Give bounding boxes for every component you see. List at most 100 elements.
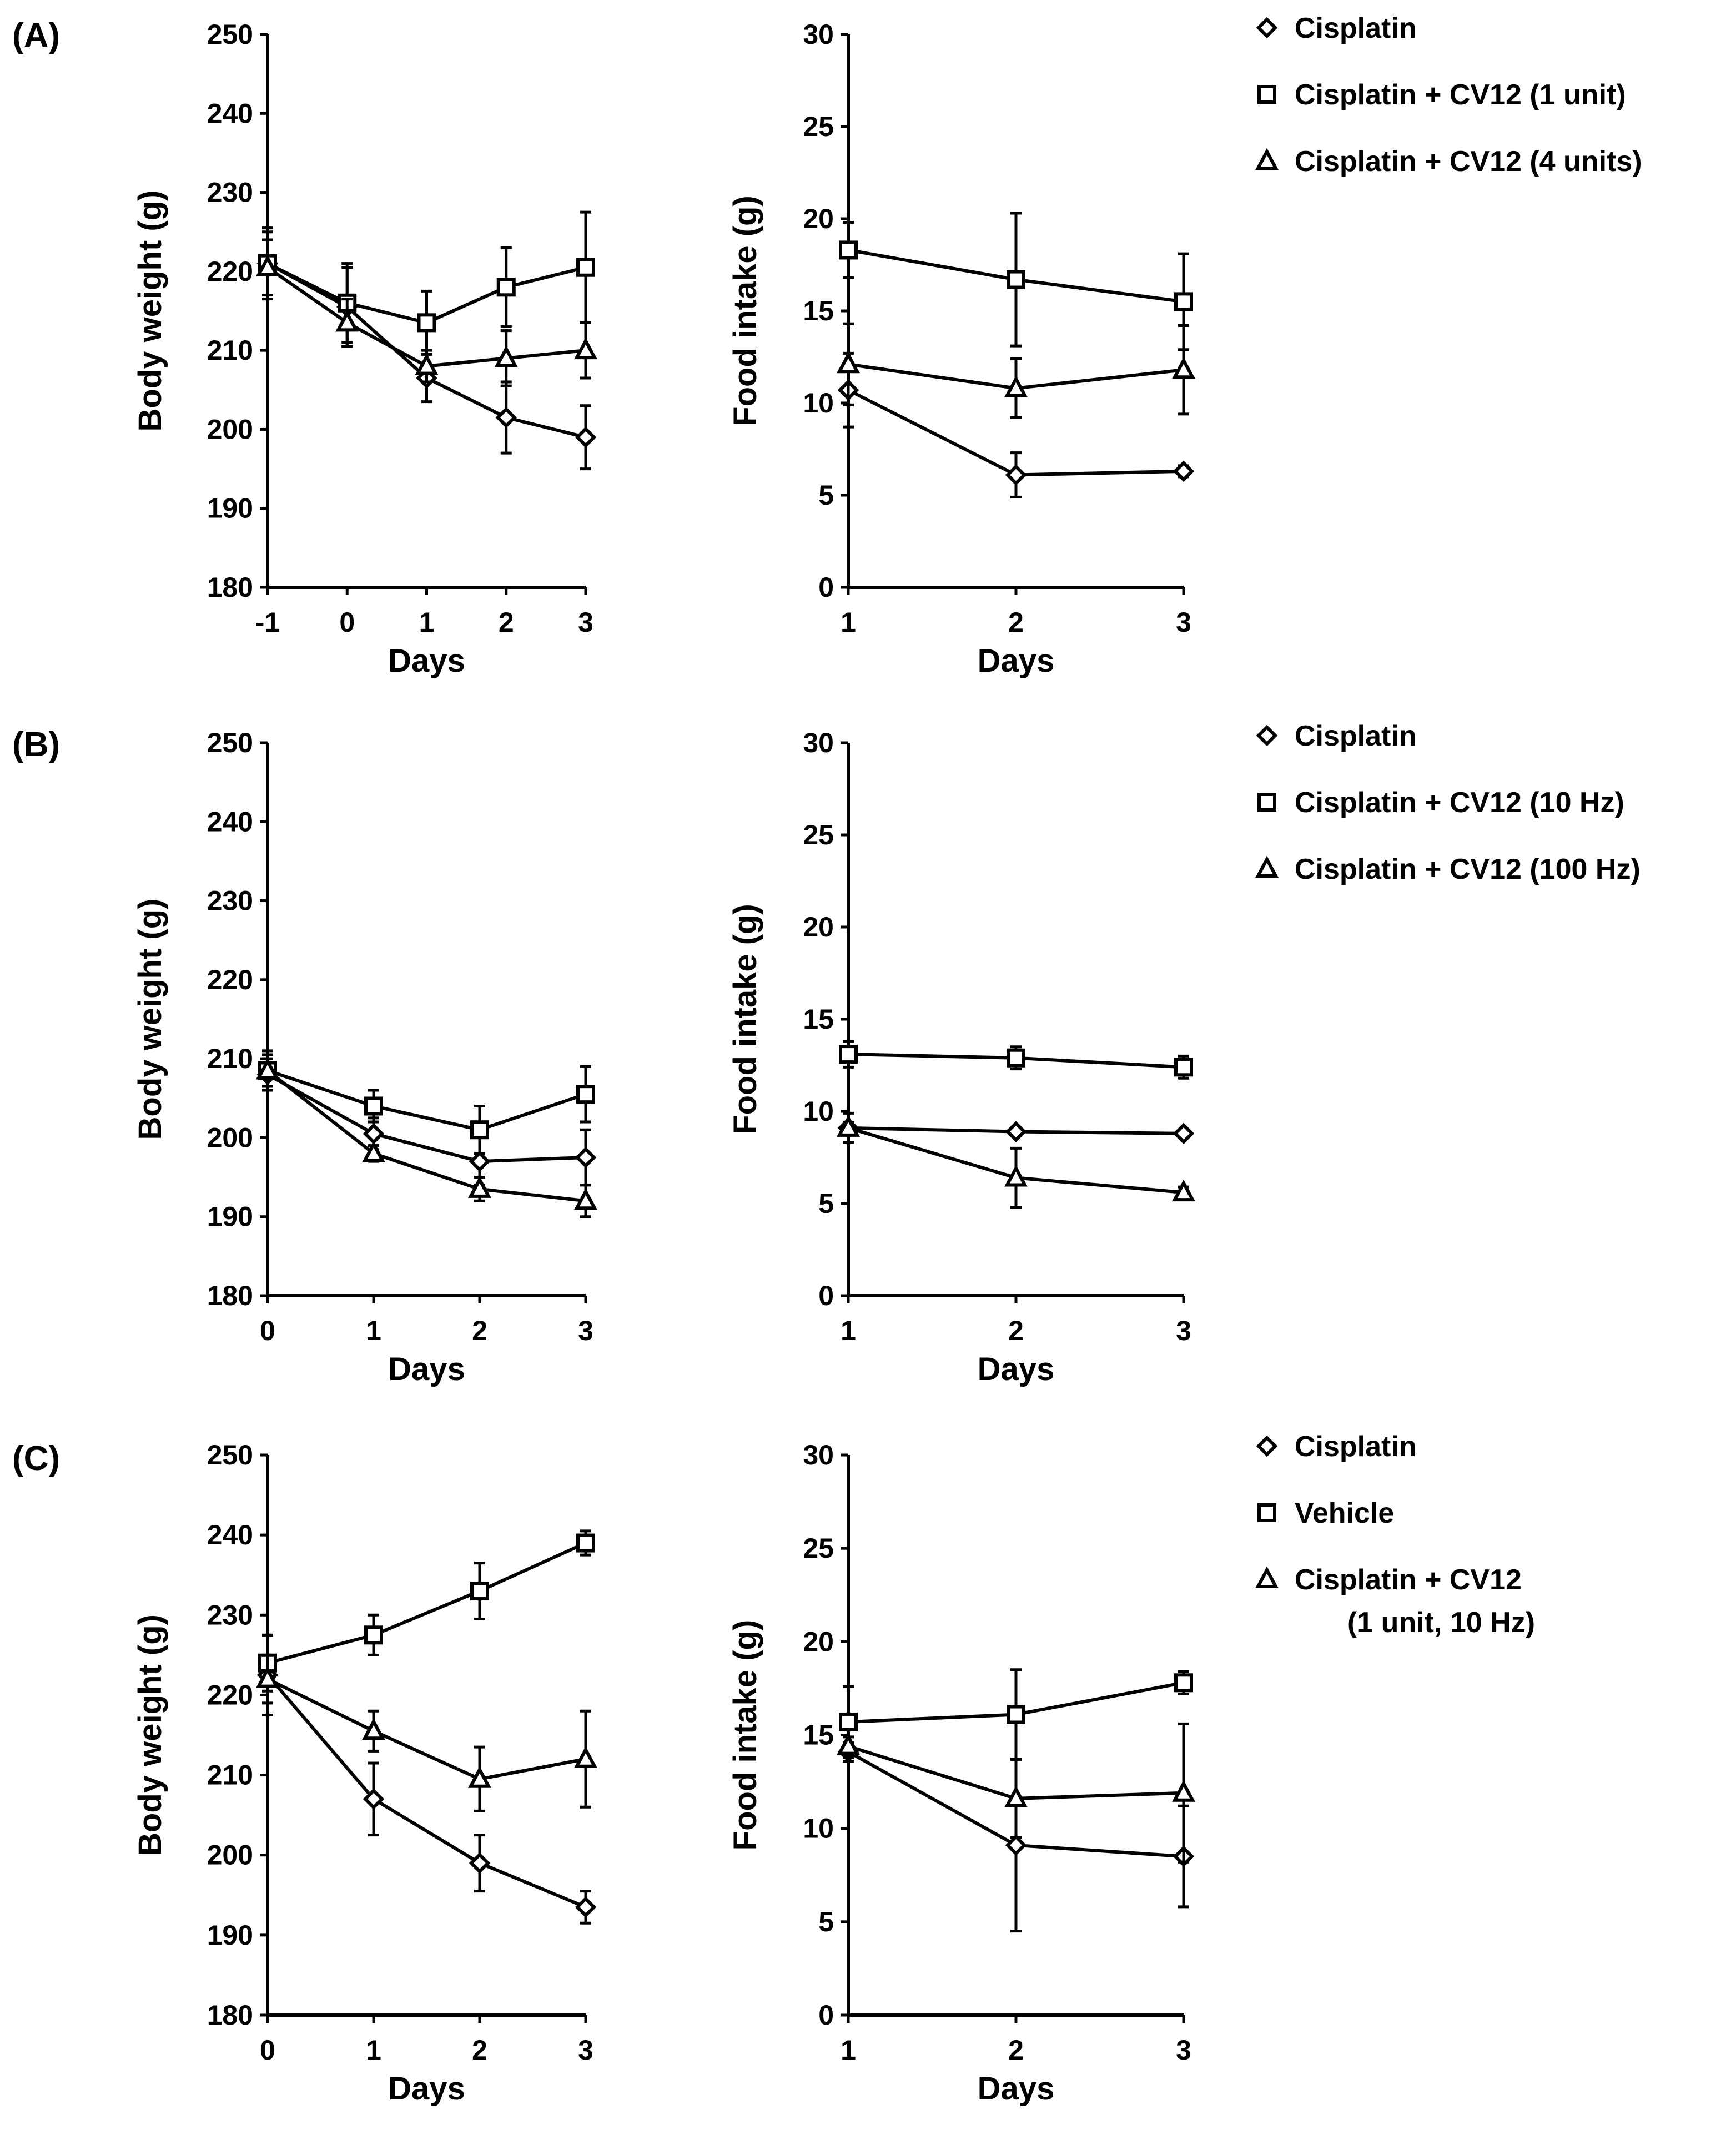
body-weight-chart: 180 190 200 210 220 230 240 250 -1 0 1 2 3 Days Body w… <box>132 19 597 679</box>
legend-label: Cisplatin + CV12 (4 units) <box>1295 145 1642 178</box>
x-tick-label: 0 <box>260 1315 275 1346</box>
series-triangle <box>837 322 1195 420</box>
legend-label: Cisplatin + CV12 (100 Hz) <box>1295 853 1641 885</box>
data-point-square <box>1174 1673 1193 1693</box>
data-point-triangle <box>256 1666 279 1688</box>
data-point-square <box>576 1533 595 1553</box>
data-point-diamond <box>363 1123 385 1145</box>
data-point-triangle <box>362 1718 385 1740</box>
x-tick-label: 1 <box>366 2035 381 2066</box>
legend-label: Vehicle <box>1295 1497 1394 1529</box>
y-tick-label: 190 <box>207 1201 253 1232</box>
data-point-square <box>364 1096 383 1116</box>
y-tick-label: 25 <box>803 111 834 142</box>
x-tick-label: 3 <box>1176 2035 1191 2066</box>
x-tick-label: 1 <box>419 607 435 638</box>
x-tick-label: 2 <box>499 607 514 638</box>
series-square <box>839 212 1193 351</box>
y-tick-label: 180 <box>207 572 253 603</box>
series-triangle <box>256 1653 597 1812</box>
x-axis-title: Days <box>978 643 1055 679</box>
x-tick-label: 0 <box>339 607 355 638</box>
legend-label: Cisplatin + CV12 (1 unit) <box>1295 79 1626 111</box>
x-tick-label: 3 <box>1176 607 1191 638</box>
y-tick-label: 20 <box>803 1626 834 1657</box>
panel-label: (C) <box>12 1439 60 1478</box>
x-tick-label: 3 <box>578 2035 593 2066</box>
y-tick-label: 210 <box>207 1043 253 1074</box>
x-axis-title: Days <box>388 2071 465 2107</box>
data-point-square <box>470 1120 489 1140</box>
y-tick-label: 20 <box>803 912 834 943</box>
y-tick-label: 0 <box>818 2000 834 2031</box>
y-axis-title: Body weight (g) <box>132 190 168 432</box>
y-tick-label: 15 <box>803 1004 834 1035</box>
series-square <box>839 1040 1193 1080</box>
data-point-triangle <box>1004 1785 1028 1807</box>
legend-label: Cisplatin <box>1295 1431 1417 1463</box>
x-axis-title: Days <box>978 1351 1055 1387</box>
data-point-triangle <box>574 337 597 360</box>
series-line <box>266 1674 587 1909</box>
x-tick-label: -1 <box>255 607 280 638</box>
series-square <box>258 210 595 356</box>
x-tick-label: 1 <box>841 607 856 638</box>
legend-label: Cisplatin <box>1295 720 1417 752</box>
y-axis-title: Body weight (g) <box>132 899 168 1140</box>
y-tick-label: 180 <box>207 1280 253 1311</box>
data-point-triangle <box>468 1176 491 1198</box>
y-tick-label: 25 <box>803 819 834 850</box>
data-point-triangle <box>494 345 518 367</box>
legend-label: Cisplatin <box>1295 12 1417 44</box>
y-tick-label: 250 <box>207 1439 253 1471</box>
y-tick-label: 30 <box>803 727 834 758</box>
y-tick-label: 10 <box>803 1813 834 1844</box>
data-point-triangle <box>335 309 359 332</box>
y-tick-label: 200 <box>207 414 253 445</box>
data-point-diamond <box>575 426 597 448</box>
x-tick-label: 2 <box>1008 607 1024 638</box>
data-point-triangle <box>1004 1165 1028 1187</box>
data-point-triangle <box>256 254 279 276</box>
data-point-square <box>1174 292 1193 311</box>
data-point-square <box>1007 1048 1025 1068</box>
x-axis-title: Days <box>388 1351 465 1387</box>
x-tick-label: 2 <box>472 2035 487 2066</box>
panel-label: (A) <box>12 17 60 55</box>
y-tick-label: 250 <box>207 727 253 758</box>
body-weight-chart: 180 190 200 210 220 230 240 250 0 1 2 3 Days Body wei… <box>132 1439 597 2107</box>
x-axis-title: Days <box>388 643 465 679</box>
x-tick-label: 1 <box>841 1315 856 1346</box>
data-point-square <box>839 240 858 260</box>
y-tick-label: 240 <box>207 1519 253 1550</box>
data-point-diamond <box>575 1896 597 1918</box>
data-point-square <box>470 1582 489 1601</box>
x-tick-label: 2 <box>472 1315 487 1346</box>
y-tick-label: 10 <box>803 1096 834 1127</box>
legend-marker-square <box>1257 1503 1276 1522</box>
data-point-triangle <box>415 353 439 375</box>
data-point-square <box>417 313 436 333</box>
x-tick-label: 2 <box>1008 2035 1024 2066</box>
y-tick-label: 220 <box>207 964 253 995</box>
y-tick-label: 180 <box>207 2000 253 2031</box>
y-tick-label: 0 <box>818 572 834 603</box>
y-tick-label: 250 <box>207 19 253 50</box>
data-point-diamond <box>1005 1121 1027 1142</box>
series-triangle <box>256 1053 597 1218</box>
legend-marker-diamond <box>1256 724 1278 747</box>
series-line <box>266 1677 586 1781</box>
series-square <box>258 1529 595 1693</box>
legend-c: Cisplatin Vehicle Cisplatin + CV12 (1 unit,… <box>1255 1431 1535 1639</box>
x-tick-label: 1 <box>841 2035 856 2066</box>
legend-label: Cisplatin + CV12 (10 Hz) <box>1295 787 1624 819</box>
data-point-triangle <box>1172 356 1195 379</box>
y-axis-title: Food intake (g) <box>727 1620 763 1851</box>
data-point-triangle <box>1172 1179 1195 1202</box>
y-tick-label: 5 <box>818 480 834 511</box>
series-triangle <box>837 1111 1195 1209</box>
data-point-square <box>576 258 595 277</box>
